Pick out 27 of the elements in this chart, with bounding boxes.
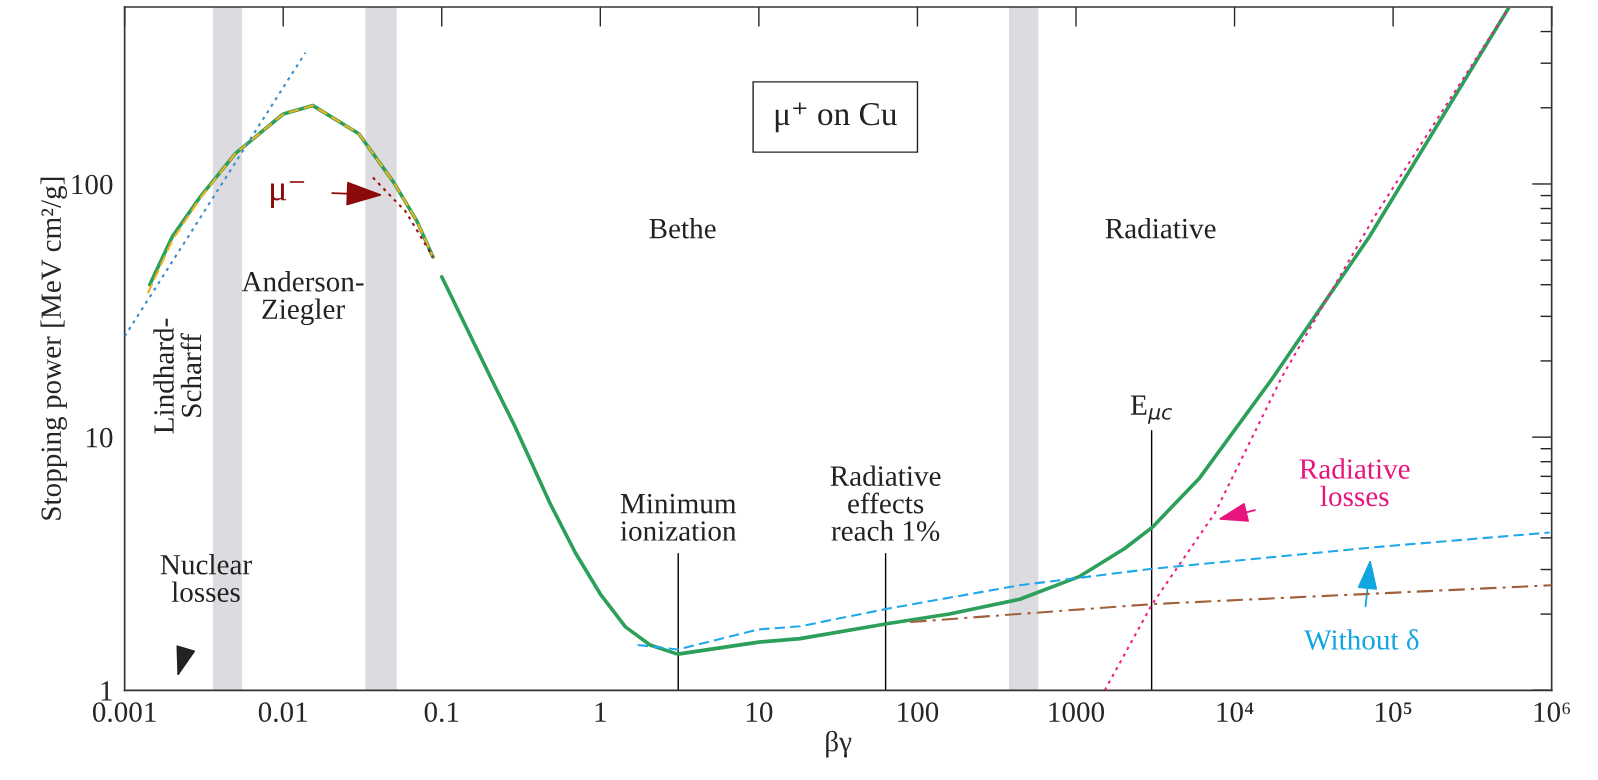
x-tick-label: 10⁵ [1376,702,1412,722]
x-tick-label: 1000 [1049,702,1105,722]
ref-line-label: Minimum ionization [620,493,737,541]
x-tick-label: 10⁴ [1217,702,1254,722]
x-tick-label: 10⁶ [1534,702,1570,722]
x-tick-label: 0.1 [424,702,459,723]
x-tick-label: 100 [898,702,939,722]
ref-line-label: E$_{μc}$ [1130,395,1173,424]
x-tick-label: 1 [595,702,606,722]
x-tick-label: 0.001 [92,702,156,723]
annotation: Lindhard- Scharff [153,318,202,434]
annotation: Radiative [1105,217,1216,239]
annotation: μ⁺ on Cu [775,102,897,133]
annotation: Radiative losses [1299,458,1410,507]
annotation: Nuclear losses [160,554,252,603]
x-axis-title: βγ [826,730,852,758]
y-tick-label: 10 [86,427,113,448]
y-tick-label: 1 [101,681,112,701]
x-tick-label: 10 [746,702,773,722]
annotation: Bethe [649,217,716,239]
y-axis-title: Stopping power [MeV cm²/g] [40,177,68,520]
annotation: Without δ [1304,629,1419,650]
annotation: Anderson- Ziegler [241,271,364,326]
annotation: μ⁻ [271,181,305,208]
x-tick-label: 0.01 [258,702,307,723]
ref-line-label: Radiative effects reach 1% [830,465,941,541]
y-tick-label: 100 [72,174,113,195]
